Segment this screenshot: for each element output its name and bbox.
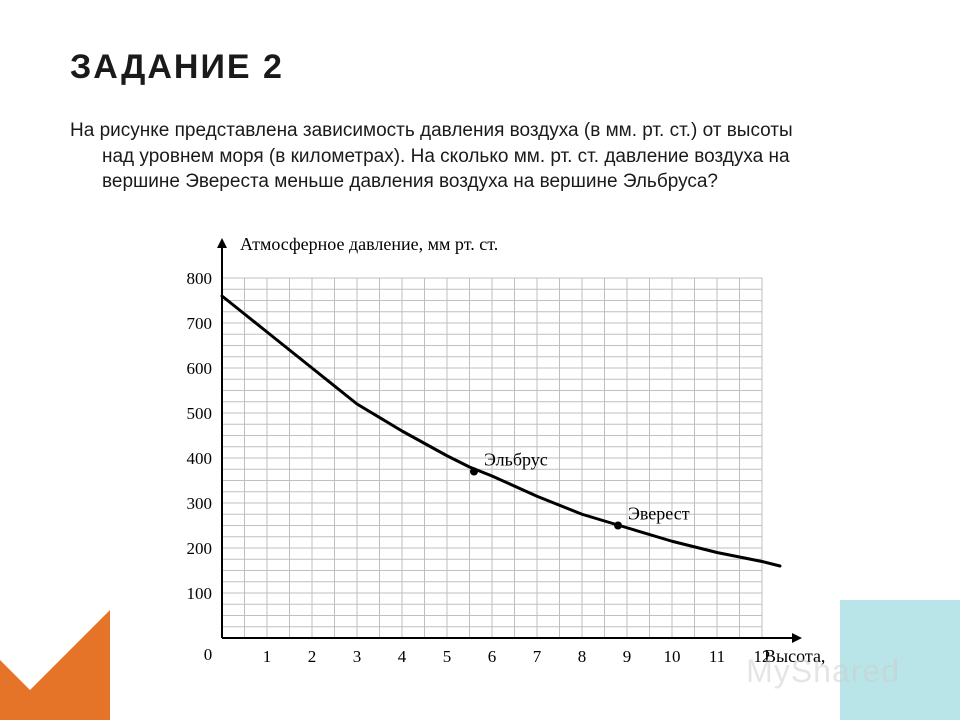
svg-text:1: 1 — [263, 647, 272, 666]
svg-text:Атмосферное давление, мм рт.: Атмосферное давление, мм рт. ст. — [240, 234, 498, 254]
svg-text:500: 500 — [187, 404, 213, 423]
svg-text:11: 11 — [709, 647, 725, 666]
svg-text:200: 200 — [187, 539, 213, 558]
svg-text:700: 700 — [187, 314, 213, 333]
svg-text:9: 9 — [623, 647, 632, 666]
svg-text:Эверест: Эверест — [628, 504, 690, 524]
svg-text:300: 300 — [187, 494, 213, 513]
body-line: над уровнем моря (в километрах). На скол… — [70, 144, 890, 170]
svg-text:Эльбрус: Эльбрус — [484, 450, 548, 470]
slide-title: ЗАДАНИЕ 2 — [70, 48, 284, 87]
svg-text:3: 3 — [353, 647, 362, 666]
svg-text:100: 100 — [187, 584, 213, 603]
svg-text:400: 400 — [187, 449, 213, 468]
svg-text:5: 5 — [443, 647, 452, 666]
watermark: MyShared — [746, 653, 900, 690]
svg-text:8: 8 — [578, 647, 587, 666]
body-line: На рисунке представлена зависимость давл… — [70, 120, 793, 141]
body-line: вершине Эвереста меньше давления воздуха… — [70, 169, 890, 195]
pressure-chart: 0123456789101112100200300400500600700800… — [150, 230, 830, 685]
svg-text:7: 7 — [533, 647, 542, 666]
svg-text:6: 6 — [488, 647, 497, 666]
svg-text:2: 2 — [308, 647, 317, 666]
svg-text:600: 600 — [187, 359, 213, 378]
problem-text: На рисунке представлена зависимость давл… — [70, 118, 890, 195]
decor-triangle-orange-small — [0, 660, 60, 720]
svg-text:0: 0 — [204, 645, 213, 664]
slide: { "title": "ЗАДАНИЕ 2", "body_line1": "Н… — [0, 0, 960, 720]
svg-text:800: 800 — [187, 269, 213, 288]
chart-svg: 0123456789101112100200300400500600700800… — [150, 230, 830, 680]
svg-text:10: 10 — [664, 647, 681, 666]
svg-text:4: 4 — [398, 647, 407, 666]
